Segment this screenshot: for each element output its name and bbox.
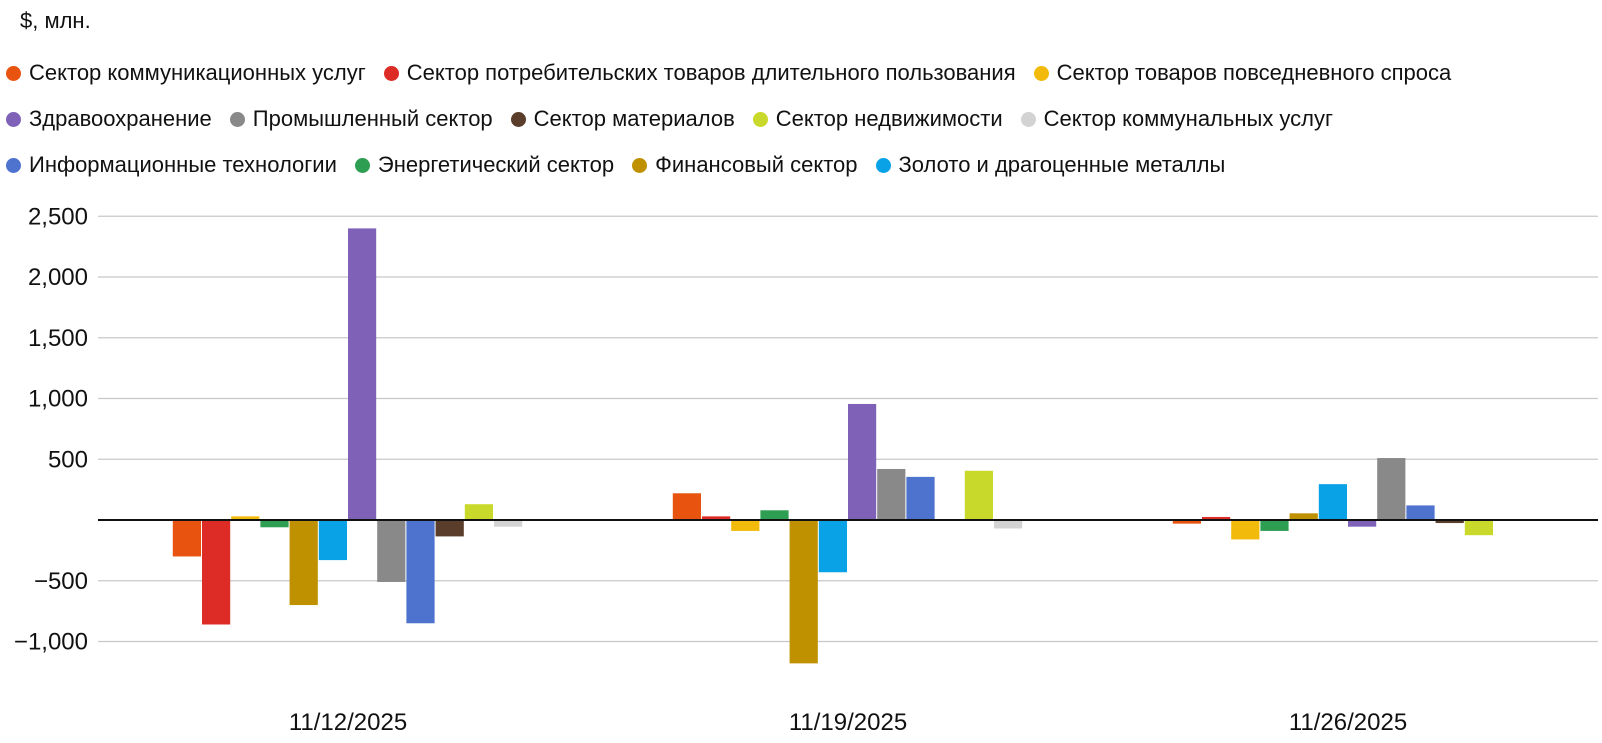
y-tick-label: 1,000 bbox=[28, 386, 88, 413]
bar bbox=[464, 504, 493, 520]
legend-label: Золото и драгоценные металлы bbox=[898, 152, 1226, 177]
legend-item: Сектор товаров повседневного спроса bbox=[1033, 60, 1452, 86]
legend-item: Сектор недвижимости bbox=[752, 106, 1003, 132]
legend-swatch bbox=[1020, 111, 1036, 127]
bar bbox=[760, 510, 789, 520]
x-category-label: 11/12/2025 bbox=[289, 709, 407, 736]
bar bbox=[877, 468, 906, 520]
legend-item: Золото и драгоценные металлы bbox=[875, 152, 1226, 178]
legend-swatch bbox=[875, 157, 891, 173]
y-tick-label: 1,500 bbox=[28, 325, 88, 352]
bar bbox=[1202, 516, 1231, 520]
legend-swatch bbox=[354, 157, 370, 173]
bar bbox=[1435, 520, 1464, 524]
bar bbox=[1377, 458, 1406, 520]
legend-row: Сектор коммуникационных услуг Сектор потр… bbox=[6, 50, 1596, 96]
legend-label: Промышленный сектор bbox=[252, 106, 493, 131]
bar bbox=[494, 520, 523, 527]
bar bbox=[202, 520, 231, 625]
bar bbox=[377, 520, 406, 582]
bar bbox=[964, 470, 993, 520]
bar bbox=[406, 520, 435, 624]
legend-swatch bbox=[6, 65, 21, 81]
legend-label: Финансовый сектор bbox=[655, 152, 858, 177]
y-tick-label: −500 bbox=[34, 568, 88, 595]
y-tick-label: 2,500 bbox=[28, 203, 88, 230]
legend-label: Сектор коммунальных услуг bbox=[1043, 106, 1334, 131]
legend-item: Промышленный сектор bbox=[229, 106, 493, 132]
bar bbox=[848, 403, 877, 520]
legend-swatch bbox=[383, 65, 399, 81]
legend-row: Здравоохранение Промышленный сектор Сектор… bbox=[6, 96, 1596, 142]
legend-swatch bbox=[510, 111, 526, 127]
bar bbox=[702, 516, 731, 520]
legend-item: Сектор коммунальных услуг bbox=[1020, 106, 1334, 132]
bar bbox=[672, 493, 701, 520]
legend-item: Финансовый сектор bbox=[632, 152, 858, 178]
bar bbox=[172, 520, 201, 557]
bar bbox=[994, 520, 1023, 529]
bars bbox=[172, 228, 1493, 664]
legend-label: Сектор потребительских товаров длительно… bbox=[406, 60, 1016, 85]
legend-item: Здравоохранение bbox=[6, 106, 212, 132]
bar bbox=[1289, 513, 1318, 520]
bar bbox=[289, 520, 318, 606]
y-tick-label: −1,000 bbox=[14, 629, 88, 656]
bar bbox=[1172, 520, 1201, 524]
y-tick-label: 2,000 bbox=[28, 264, 88, 291]
x-category-label: 11/26/2025 bbox=[1289, 709, 1407, 736]
legend-item: Энергетический сектор bbox=[354, 152, 615, 178]
bar bbox=[1464, 520, 1493, 536]
legend-item: Информационные технологии bbox=[6, 152, 337, 178]
legend-label: Сектор товаров повседневного спроса bbox=[1056, 60, 1452, 85]
bar bbox=[818, 520, 847, 573]
y-tick-label: 500 bbox=[48, 446, 88, 473]
legend-swatch bbox=[229, 111, 245, 127]
legend-label: Сектор коммуникационных услуг bbox=[29, 60, 366, 85]
legend-item: Сектор материалов bbox=[510, 106, 735, 132]
legend-swatch bbox=[632, 157, 648, 173]
legend-label: Сектор материалов bbox=[533, 106, 735, 131]
legend-swatch bbox=[752, 111, 768, 127]
legend-row: Информационные технологии Энергетический … bbox=[6, 142, 1596, 188]
legend-label: Информационные технологии bbox=[29, 152, 337, 177]
legend-item: Сектор потребительских товаров длительно… bbox=[383, 60, 1016, 86]
legend-swatch bbox=[6, 111, 21, 127]
bar bbox=[1348, 520, 1377, 527]
bar bbox=[1406, 505, 1435, 520]
bar bbox=[318, 520, 347, 561]
bar bbox=[1260, 520, 1289, 531]
legend-label: Здравоохранение bbox=[29, 106, 212, 131]
bar bbox=[1231, 520, 1260, 540]
bar bbox=[231, 516, 260, 520]
legend-label: Энергетический сектор bbox=[377, 152, 615, 177]
legend-label: Сектор недвижимости bbox=[775, 106, 1003, 131]
bar bbox=[435, 520, 464, 537]
bar bbox=[789, 520, 818, 664]
bar bbox=[1318, 484, 1347, 520]
bar bbox=[348, 228, 377, 520]
legend-swatch bbox=[1033, 65, 1049, 81]
y-axis-ticks: −1,000 −500 500 1,000 1,500 2,000 2,500 bbox=[14, 203, 88, 655]
chart-legend: Сектор коммуникационных услуг Сектор потр… bbox=[6, 50, 1596, 188]
bar bbox=[906, 476, 935, 520]
x-axis-categories: 11/12/2025 11/19/2025 11/26/2025 bbox=[289, 709, 1407, 736]
bar bbox=[731, 520, 760, 531]
legend-item: Сектор коммуникационных услуг bbox=[6, 60, 366, 86]
bar bbox=[260, 520, 289, 528]
legend-swatch bbox=[6, 157, 21, 173]
unit-label: $, млн. bbox=[20, 8, 91, 33]
x-category-label: 11/19/2025 bbox=[789, 709, 907, 736]
